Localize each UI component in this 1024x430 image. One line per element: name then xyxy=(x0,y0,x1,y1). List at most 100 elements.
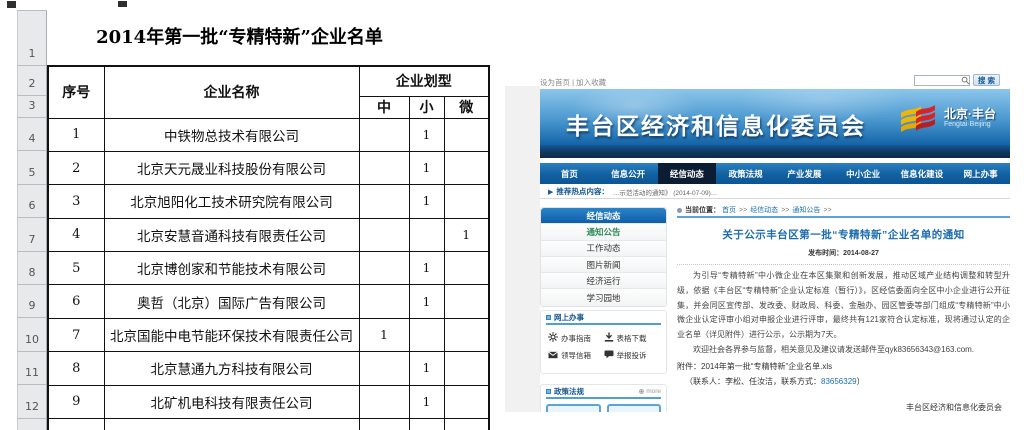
cell-enterprise-name[interactable]: 北京慧通九方科技有限公司 xyxy=(103,351,360,386)
cell-index[interactable]: 4 xyxy=(47,217,105,253)
add-favorite-link[interactable]: 加入收藏 xyxy=(576,78,607,87)
policy-box: 政策法规 more xyxy=(540,384,667,412)
policy-stub-item[interactable] xyxy=(546,404,601,412)
cell-empty[interactable] xyxy=(358,418,410,430)
nav-item-中小企业[interactable]: 中小企业 xyxy=(846,168,881,179)
row-header-cell[interactable]: 5 xyxy=(17,151,47,185)
cell-small[interactable] xyxy=(408,317,445,353)
row-header-cell[interactable]: 2 xyxy=(17,66,47,96)
row-header-cell[interactable]: 6 xyxy=(17,184,47,219)
service-link-办事指南[interactable]: 办事指南 xyxy=(548,332,604,344)
cell-index[interactable]: 8 xyxy=(47,351,105,386)
service-link-举报投诉[interactable]: 举报投诉 xyxy=(604,350,660,361)
row-header-cell[interactable]: 3 xyxy=(17,96,47,118)
cell-micro[interactable] xyxy=(443,317,490,353)
cell-enterprise-name[interactable]: 北京旭阳化工技术研究院有限公司 xyxy=(103,184,360,219)
quicklink-divider: | xyxy=(572,78,575,87)
cell-small[interactable] xyxy=(408,217,445,253)
search-input[interactable] xyxy=(913,74,970,86)
cell-enterprise-name[interactable]: 奥哲（北京）国际广告有限公司 xyxy=(103,284,360,319)
cell-index[interactable]: 2 xyxy=(47,150,105,186)
service-link-表格下载[interactable]: 表格下载 xyxy=(604,332,660,344)
set-homepage-link[interactable]: 设为首页 xyxy=(540,78,570,87)
sidebar-menu-item-通知公告[interactable]: 通知公告 xyxy=(541,224,666,241)
cell-index[interactable]: 1 xyxy=(47,117,105,152)
cell-small[interactable]: 1 xyxy=(408,150,445,186)
cell-index[interactable]: 7 xyxy=(47,317,105,353)
hot-topics-bar: ▶ 推荐热点内容： …示范活动的通知》 (2014-07-09)… xyxy=(540,185,1010,199)
sidebar-menu-item-经济运行[interactable]: 经济运行 xyxy=(541,273,666,290)
table-row: 4 北京安慧音通科技有限责任公司 1 xyxy=(47,217,490,253)
policy-more-link[interactable]: more xyxy=(639,388,661,395)
row-header-cell[interactable]: 12 xyxy=(17,385,47,419)
cell-small[interactable]: 1 xyxy=(408,117,445,152)
cell-enterprise-name[interactable]: 中铁物总技术有限公司 xyxy=(103,117,360,152)
cell-empty[interactable] xyxy=(47,418,105,430)
cell-empty[interactable] xyxy=(443,418,490,430)
search-button[interactable]: 搜 索 xyxy=(972,74,1000,86)
service-link-领导信箱[interactable]: 领导信箱 xyxy=(548,350,604,361)
breadcrumb-link-经信动态[interactable]: 经信动态 xyxy=(750,207,779,214)
cell-enterprise-name[interactable]: 北京安慧音通科技有限责任公司 xyxy=(103,217,360,253)
row-header-cell[interactable]: 8 xyxy=(17,251,47,285)
sidebar-menu-item-图片新闻[interactable]: 图片新闻 xyxy=(541,256,666,274)
policy-stub-item[interactable] xyxy=(606,404,661,412)
nav-item-首页[interactable]: 首页 xyxy=(560,168,578,179)
sidebar-menu-item-工作动态[interactable]: 工作动态 xyxy=(541,240,666,257)
cell-medium[interactable] xyxy=(358,384,410,420)
cell-medium[interactable] xyxy=(358,251,410,286)
cell-medium[interactable]: 1 xyxy=(358,317,410,353)
cell-medium[interactable] xyxy=(358,351,410,386)
logo-text-cn: 北京·丰台 xyxy=(944,106,996,121)
cell-micro[interactable] xyxy=(443,251,490,286)
cell-index[interactable]: 5 xyxy=(47,251,105,286)
sidebar: 经信动态 通知公告 工作动态 图片新闻 经济运行 学习园地 网上办事 办事指南 表格下载 领导… xyxy=(540,207,667,412)
cell-medium[interactable] xyxy=(358,284,410,319)
sidebar-menu-item-经信动态[interactable]: 经信动态 xyxy=(541,208,666,225)
breadcrumb-link-首页[interactable]: 首页 xyxy=(722,207,736,214)
row-header-cell[interactable]: 10 xyxy=(17,318,47,352)
cell-empty[interactable] xyxy=(408,418,445,430)
cell-empty[interactable] xyxy=(103,418,360,430)
cell-micro[interactable] xyxy=(443,284,490,319)
cell-small[interactable]: 1 xyxy=(408,351,445,386)
cell-medium[interactable] xyxy=(358,117,410,152)
breadcrumb-link-通知公告[interactable]: 通知公告 xyxy=(792,207,821,214)
cell-enterprise-name[interactable]: 北矿机电科技有限责任公司 xyxy=(103,384,360,420)
nav-item-产业发展[interactable]: 产业发展 xyxy=(787,168,822,179)
hot-topics-text[interactable]: …示范活动的通知》 (2014-07-09)… xyxy=(612,189,718,197)
row-header-cell[interactable]: 13 xyxy=(17,418,47,430)
cell-medium[interactable] xyxy=(358,150,410,186)
cell-enterprise-name[interactable]: 北京博创家和节能技术有限公司 xyxy=(103,251,360,286)
nav-item-网上办事[interactable]: 网上办事 xyxy=(963,168,998,179)
cell-index[interactable]: 9 xyxy=(47,384,105,420)
cell-enterprise-name[interactable]: 北京天元晟业科技股份有限公司 xyxy=(103,150,360,186)
nav-item-信息化建设[interactable]: 信息化建设 xyxy=(900,168,944,179)
policy-preview-stubs xyxy=(546,404,661,412)
cell-small[interactable]: 1 xyxy=(408,384,445,420)
cell-index[interactable]: 3 xyxy=(47,184,105,219)
cell-medium[interactable] xyxy=(358,217,410,253)
cell-index[interactable]: 6 xyxy=(47,284,105,319)
sidebar-menu-item-学习园地[interactable]: 学习园地 xyxy=(541,289,666,306)
cell-small[interactable]: 1 xyxy=(408,284,445,319)
cell-micro[interactable] xyxy=(443,150,490,186)
cell-enterprise-name[interactable]: 北京国能中电节能环保技术有限责任公司 xyxy=(103,317,360,353)
nav-item-信息公开[interactable]: 信息公开 xyxy=(611,168,646,179)
cell-micro[interactable] xyxy=(443,117,490,152)
row-header-cell[interactable]: 7 xyxy=(17,218,47,252)
cell-medium[interactable] xyxy=(358,184,410,219)
row-header-cell[interactable]: 11 xyxy=(17,351,47,386)
nav-item-经信动态[interactable]: 经信动态 xyxy=(657,163,717,184)
cell-micro[interactable] xyxy=(443,384,490,420)
cell-small[interactable]: 1 xyxy=(408,251,445,286)
cell-small[interactable]: 1 xyxy=(408,184,445,219)
row-header-cell[interactable]: 9 xyxy=(17,284,47,319)
cell-micro[interactable] xyxy=(443,351,490,386)
cell-micro[interactable] xyxy=(443,184,490,219)
cell-micro[interactable]: 1 xyxy=(443,217,490,253)
row-header-cell[interactable]: 4 xyxy=(17,118,47,152)
nav-item-政策法规[interactable]: 政策法规 xyxy=(728,168,763,179)
row-header-cell[interactable]: 1 xyxy=(17,11,47,66)
attachment-link[interactable]: 2014年第一批“专精特新”企业名单.xls xyxy=(701,361,833,371)
